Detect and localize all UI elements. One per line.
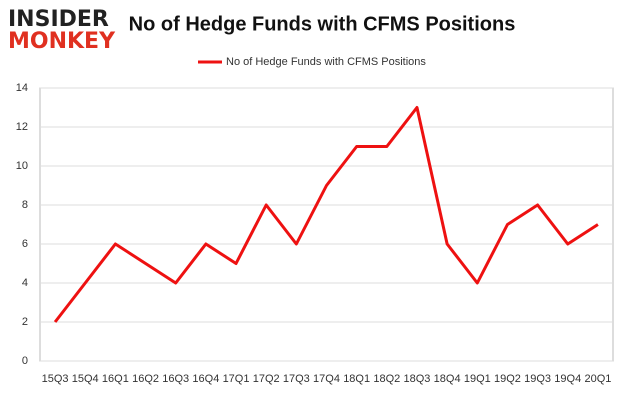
x-tick-label: 19Q4 [554, 373, 581, 385]
x-tick-label: 18Q2 [373, 373, 400, 385]
x-tick-label: 18Q1 [343, 373, 370, 385]
x-tick-label: 16Q3 [162, 373, 189, 385]
x-tick-label: 18Q4 [434, 373, 461, 385]
x-tick-label: 16Q4 [192, 373, 219, 385]
x-tick-label: 17Q2 [253, 373, 280, 385]
x-tick-label: 16Q1 [102, 373, 129, 385]
y-tick-label: 0 [22, 355, 28, 367]
x-tick-label: 19Q1 [464, 373, 491, 385]
logo-bottom: MONKEY [8, 29, 116, 54]
x-tick-label: 17Q1 [223, 373, 250, 385]
x-tick-label: 16Q2 [132, 373, 159, 385]
x-tick-label: 19Q3 [524, 373, 551, 385]
legend-label: No of Hedge Funds with CFMS Positions [226, 56, 426, 68]
y-tick-label: 14 [16, 82, 28, 94]
x-tick-label: 15Q3 [42, 373, 69, 385]
x-tick-label: 20Q1 [584, 373, 611, 385]
x-tick-label: 15Q4 [72, 373, 99, 385]
y-tick-label: 10 [16, 160, 28, 172]
y-tick-label: 8 [22, 199, 28, 211]
chart-title: No of Hedge Funds with CFMS Positions [129, 13, 516, 35]
y-tick-label: 6 [22, 238, 28, 250]
y-tick-label: 12 [16, 121, 28, 133]
x-tick-label: 17Q3 [283, 373, 310, 385]
x-tick-label: 17Q4 [313, 373, 340, 385]
logo-top: INSIDER [8, 7, 109, 32]
plot-frame [39, 87, 614, 362]
line-series [53, 106, 599, 323]
y-tick-label: 4 [22, 277, 28, 289]
x-tick-label: 19Q2 [494, 373, 521, 385]
y-tick-label: 2 [22, 316, 28, 328]
x-tick-label: 18Q3 [404, 373, 431, 385]
